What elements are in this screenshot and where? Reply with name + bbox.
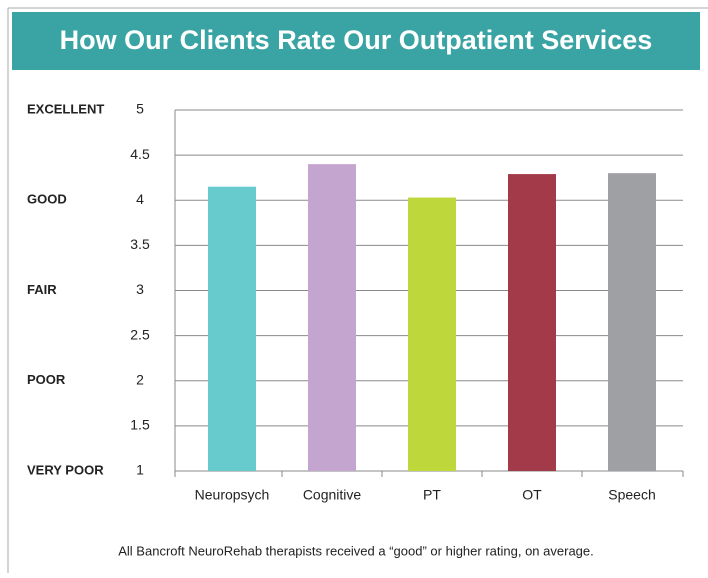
rating-label: VERY POOR	[27, 462, 104, 477]
bar	[608, 173, 656, 472]
y-tick-label: 3.5	[130, 236, 150, 252]
y-tick-label: 5	[136, 101, 144, 117]
y-tick-label: 4	[136, 191, 144, 207]
x-tick-label: Cognitive	[303, 487, 362, 503]
rating-label: GOOD	[27, 192, 67, 207]
x-tick-label: PT	[423, 487, 441, 503]
bar	[208, 186, 256, 471]
rating-label: POOR	[27, 372, 66, 387]
y-tick-label: 3	[136, 281, 144, 297]
bar	[308, 164, 356, 471]
x-tick-label: Speech	[608, 487, 655, 503]
y-tick-label: 4.5	[130, 146, 150, 162]
rating-label: FAIR	[27, 282, 57, 297]
header-band	[12, 12, 700, 70]
y-tick-label: 2	[136, 371, 144, 387]
x-tick-label: OT	[522, 487, 542, 503]
rating-label: EXCELLENT	[27, 101, 104, 116]
bar	[508, 174, 556, 471]
y-tick-label: 2.5	[130, 326, 150, 342]
x-tick-label: Neuropsych	[195, 487, 270, 503]
y-tick-label: 1	[136, 462, 144, 478]
caption: All Bancroft NeuroRehab therapists recei…	[118, 543, 594, 558]
bar	[408, 197, 456, 472]
y-tick-label: 1.5	[130, 417, 150, 433]
chart-title: How Our Clients Rate Our Outpatient Serv…	[60, 25, 653, 55]
